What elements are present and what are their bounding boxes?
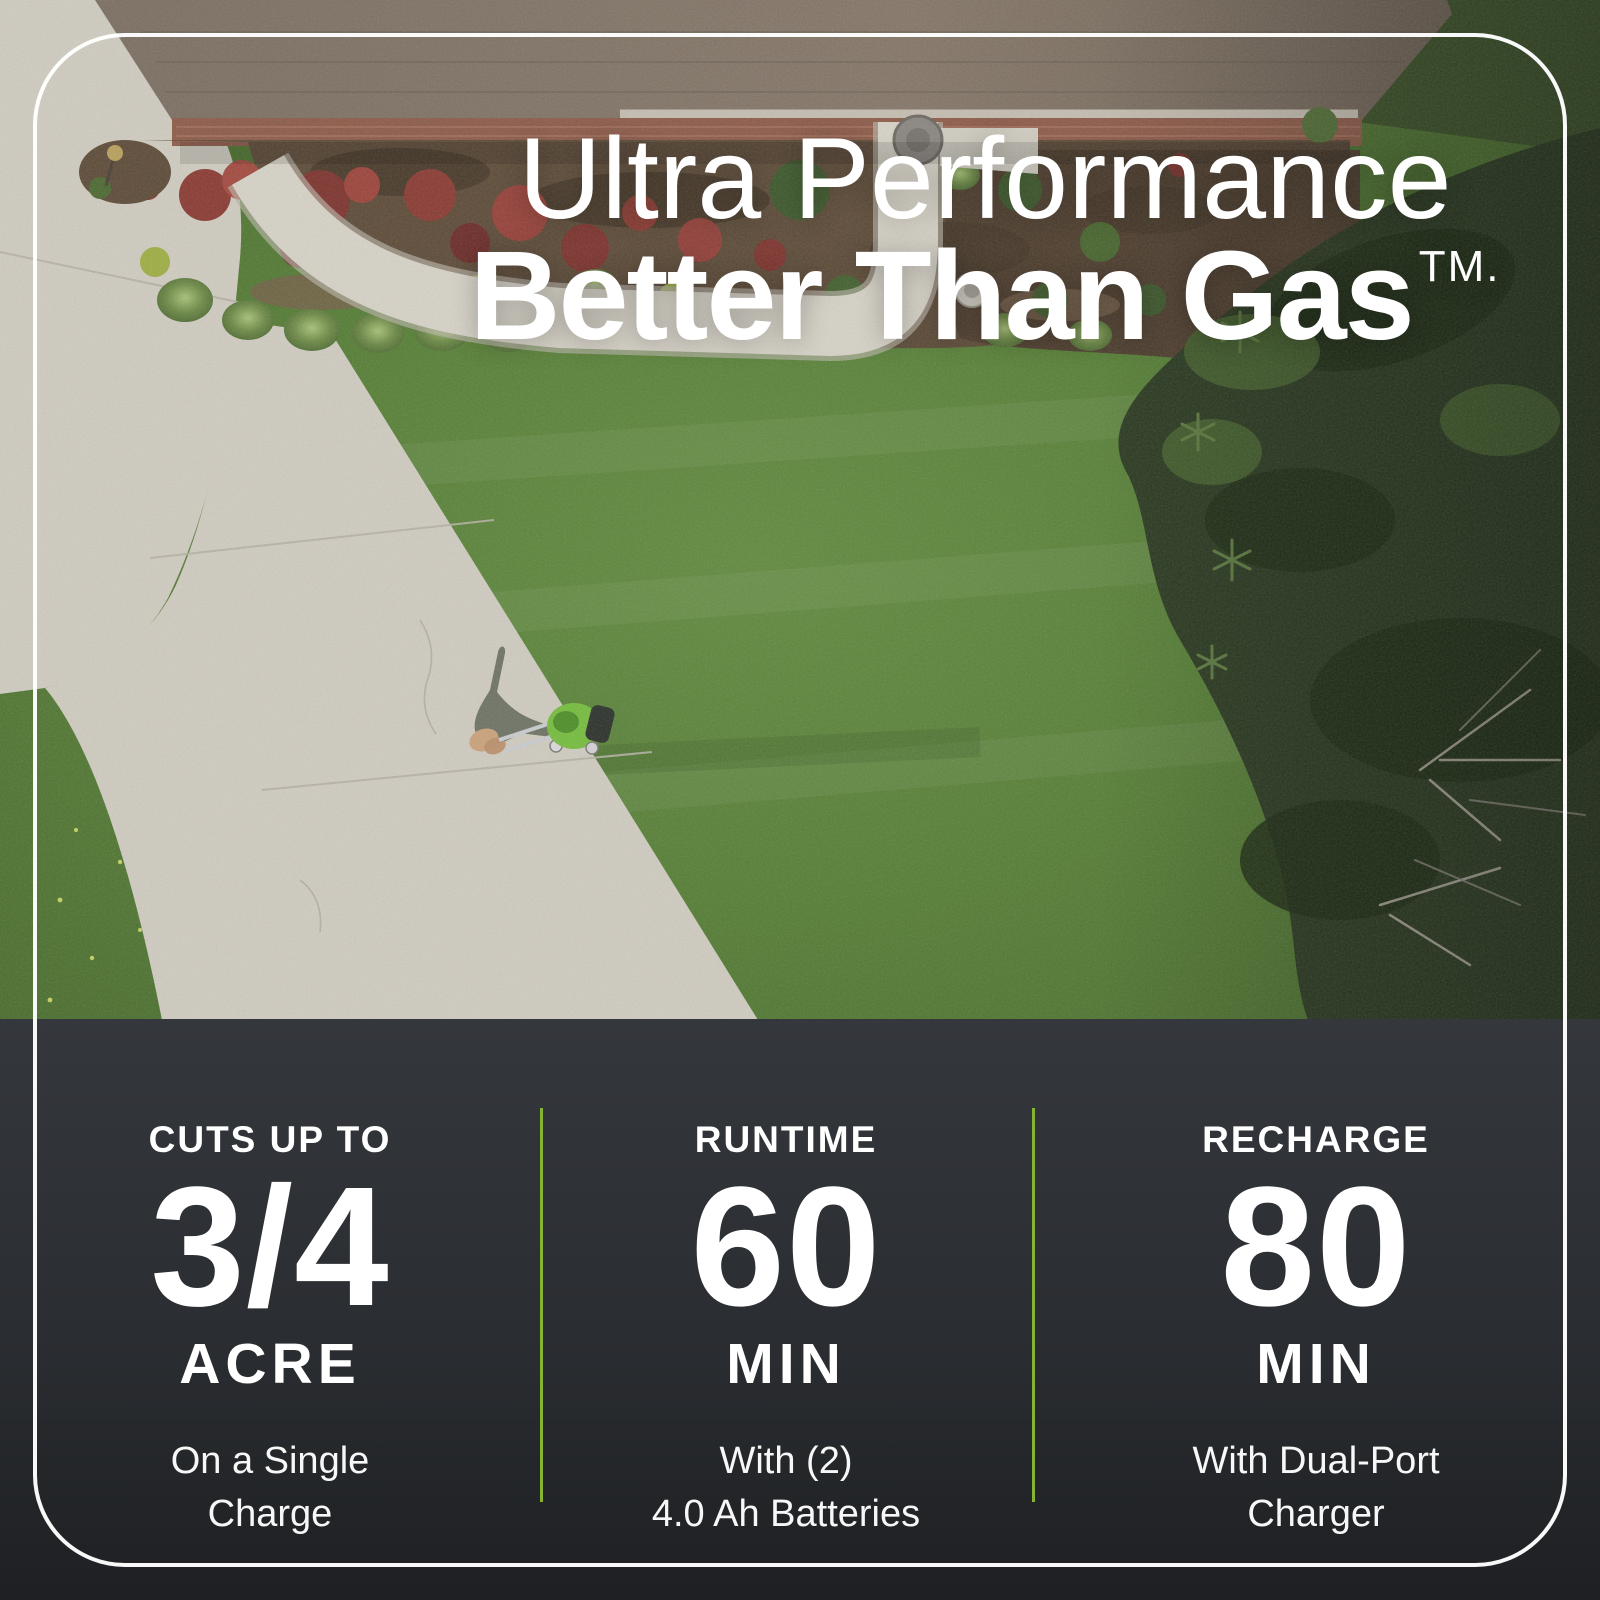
stat-description: With (2) 4.0 Ah Batteries xyxy=(540,1435,1032,1541)
stat-unit: MIN xyxy=(726,1332,846,1396)
stat-value: 60 xyxy=(690,1152,882,1342)
stats-panel: CUTS UP TO 3/4 ACRE On a Single Charge RU… xyxy=(0,1019,1600,1600)
stat-description-line2: 4.0 Ah Batteries xyxy=(651,1493,921,1535)
trademark-symbol: TM. xyxy=(1418,242,1501,291)
stat-cutting-area: CUTS UP TO 3/4 ACRE On a Single Charge xyxy=(0,1019,540,1600)
stat-description-line1: With Dual-Port xyxy=(1192,1440,1440,1482)
stat-label: CUTS UP TO xyxy=(148,1119,392,1160)
hero-title-line2-text: Better Than Gas xyxy=(469,225,1414,366)
stat-value: 80 xyxy=(1220,1152,1412,1342)
stat-divider-left xyxy=(540,1108,543,1502)
photo-grain xyxy=(0,0,1600,1020)
stat-unit: MIN xyxy=(1256,1332,1376,1396)
stat-description-line2: Charger xyxy=(1247,1493,1385,1535)
hero-title: Ultra Performance Better Than Gas TM. xyxy=(320,115,1600,385)
stat-description-line1: On a Single xyxy=(170,1440,370,1482)
stat-description-line2: Charge xyxy=(207,1493,333,1535)
stat-unit: ACRE xyxy=(179,1332,361,1396)
aerial-lawn-photo xyxy=(0,0,1600,1020)
stat-recharge: RECHARGE 80 MIN With Dual-Port Charger xyxy=(1032,1019,1600,1600)
hero-title-line1: Ultra Performance xyxy=(518,115,1452,243)
stat-runtime: RUNTIME 60 MIN With (2) 4.0 Ah Batteries xyxy=(540,1019,1032,1600)
stat-description: On a Single Charge xyxy=(0,1435,540,1541)
stat-description-line1: With (2) xyxy=(719,1440,853,1482)
stat-divider-right xyxy=(1032,1108,1035,1502)
stat-value: 3/4 xyxy=(150,1152,390,1342)
stat-label: RUNTIME xyxy=(694,1119,878,1160)
stat-description: With Dual-Port Charger xyxy=(1032,1435,1600,1541)
hero-title-line2: Better Than Gas TM. xyxy=(320,233,1600,385)
stat-label: RECHARGE xyxy=(1202,1119,1430,1160)
